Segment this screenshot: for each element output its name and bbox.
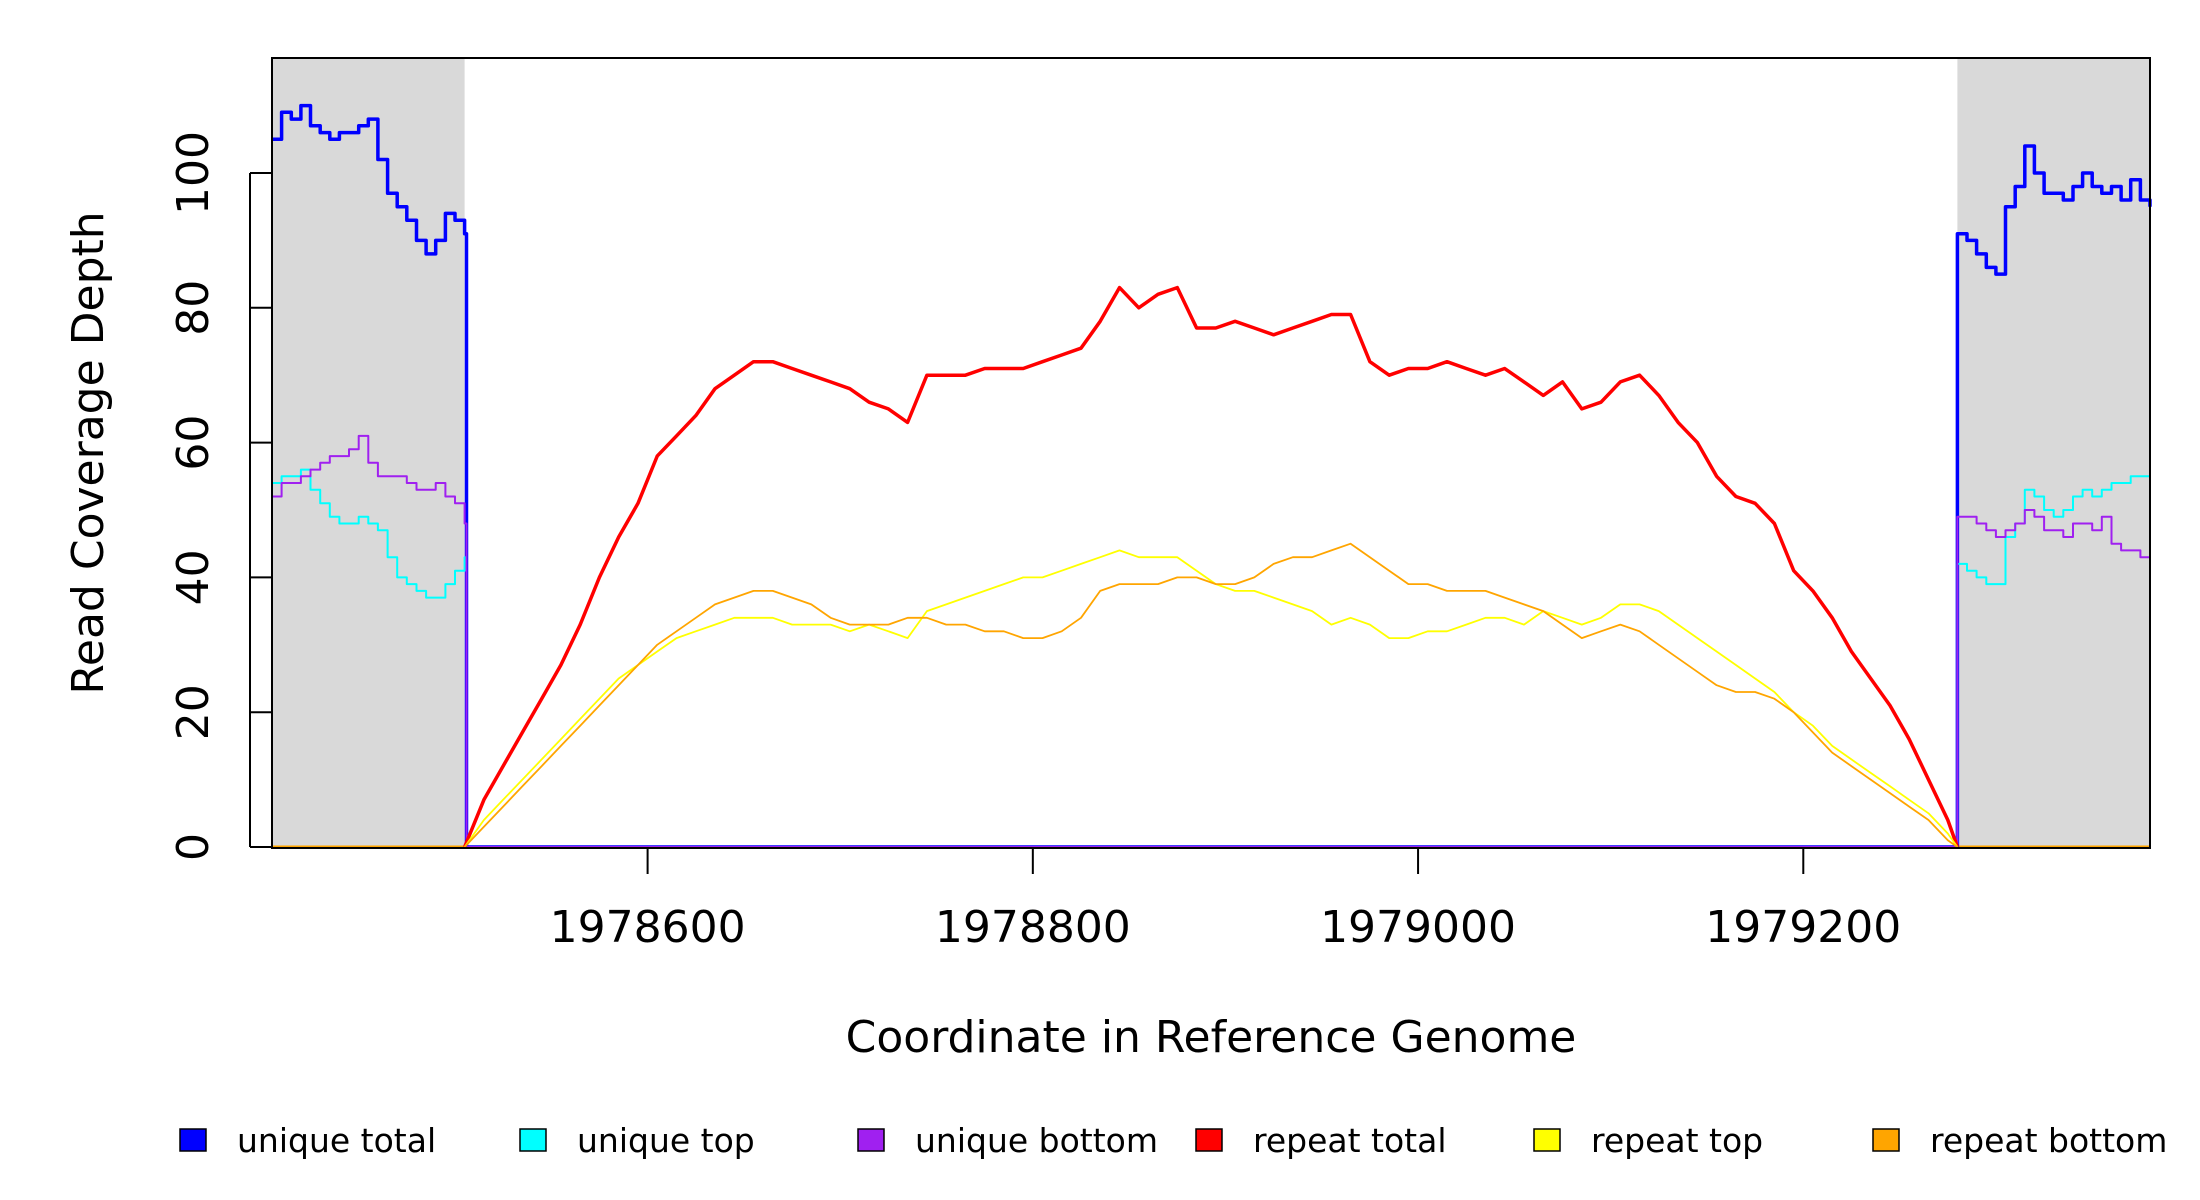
legend-swatch bbox=[1195, 1128, 1223, 1152]
legend-label: unique bottom bbox=[915, 1121, 1158, 1160]
x-axis-title: Coordinate in Reference Genome bbox=[846, 1012, 1577, 1063]
series-line-repeat-bottom bbox=[463, 542, 1958, 848]
legend-label: unique top bbox=[577, 1121, 755, 1160]
legend-item-unique-top: unique top bbox=[519, 1121, 755, 1160]
legend-label: repeat bottom bbox=[1930, 1121, 2167, 1160]
legend-swatch bbox=[1533, 1128, 1561, 1152]
legend-item-repeat-bottom: repeat bottom bbox=[1872, 1121, 2167, 1160]
y-tick-label-60: 60 bbox=[168, 415, 219, 471]
legend-swatch bbox=[179, 1128, 207, 1152]
legend-label: unique total bbox=[237, 1121, 436, 1160]
legend-item-repeat-top: repeat top bbox=[1533, 1121, 1763, 1160]
y-tick-label-20: 20 bbox=[168, 684, 219, 740]
x-tick-label-1979000: 1979000 bbox=[1320, 902, 1516, 953]
x-tick-label-1978600: 1978600 bbox=[550, 902, 746, 953]
y-tick-label-100: 100 bbox=[168, 131, 219, 215]
legend-item-unique-bottom: unique bottom bbox=[857, 1121, 1158, 1160]
legend-swatch bbox=[857, 1128, 885, 1152]
series-line-repeat-total bbox=[462, 285, 1960, 848]
legend-label: repeat total bbox=[1253, 1121, 1447, 1160]
y-axis-title: Read Coverage Depth bbox=[63, 211, 114, 694]
legend-swatch bbox=[1872, 1128, 1900, 1152]
legend-item-unique-total: unique total bbox=[179, 1121, 436, 1160]
legend-item-repeat-total: repeat total bbox=[1195, 1121, 1447, 1160]
x-tick-label-1978800: 1978800 bbox=[935, 902, 1131, 953]
legend: unique total unique top unique bottom repea… bbox=[179, 1121, 2167, 1160]
y-tick-label-80: 80 bbox=[168, 280, 219, 336]
y-tick-label-0: 0 bbox=[168, 833, 219, 861]
y-tick-label-40: 40 bbox=[168, 549, 219, 605]
x-tick-label-1979200: 1979200 bbox=[1705, 902, 1901, 953]
x-axis: 1978600 1978800 1979000 1979200 bbox=[550, 847, 1901, 953]
shaded-region-1 bbox=[1957, 58, 2150, 848]
legend-swatch bbox=[519, 1128, 547, 1152]
y-axis: 0 20 40 60 80 100 bbox=[168, 131, 272, 861]
legend-label: repeat top bbox=[1591, 1121, 1763, 1160]
